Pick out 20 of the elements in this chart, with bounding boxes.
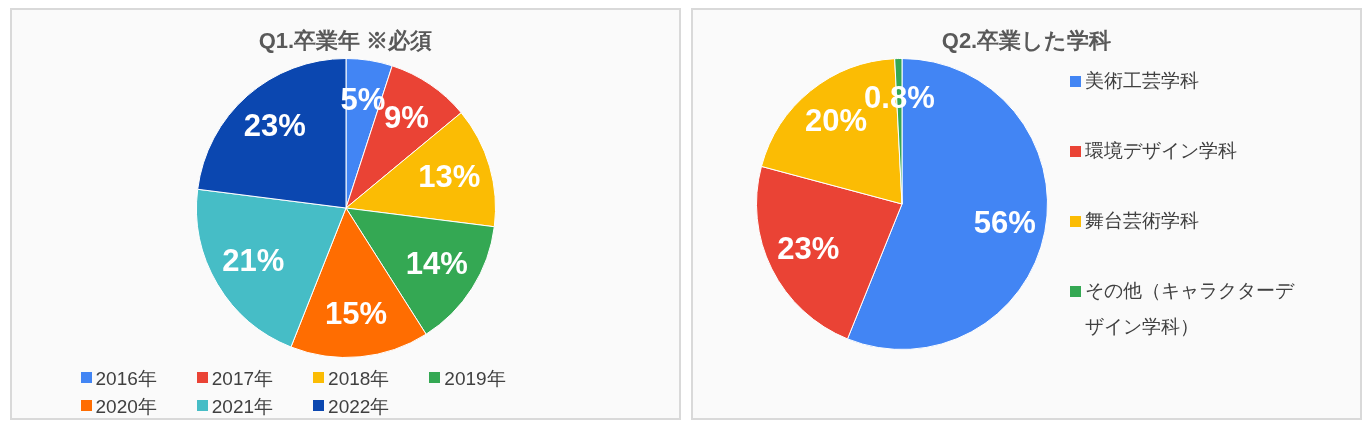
legend-label: 環境デザイン学科 [1084, 138, 1237, 163]
legend-label: 美術工芸学科 [1084, 68, 1199, 93]
legend-label: その他（キャラクターデザイン学科） [1084, 279, 1296, 340]
legend-label: 2017年 [211, 367, 274, 391]
chart-title: Q1.卒業年 ※必須 [257, 27, 434, 55]
legend-label: 2019年 [444, 367, 506, 391]
data-label: 23% [243, 107, 306, 143]
data-label: 13% [417, 158, 480, 194]
legend-label: 2016年 [95, 367, 157, 391]
data-label: 21% [221, 243, 284, 279]
data-label: 14% [405, 246, 468, 282]
legend-label: 2021年 [211, 395, 274, 419]
legend-label: 2020年 [95, 395, 157, 419]
data-label: 23% [776, 231, 839, 267]
legend-label: 2022年 [328, 395, 390, 419]
legend-label: 舞台芸術学科 [1084, 208, 1199, 233]
data-label: 15% [324, 295, 387, 331]
data-label: 56% [973, 204, 1036, 240]
chart-title: Q2.卒業した学科 [940, 27, 1113, 55]
legend-label: 2018年 [328, 367, 390, 391]
